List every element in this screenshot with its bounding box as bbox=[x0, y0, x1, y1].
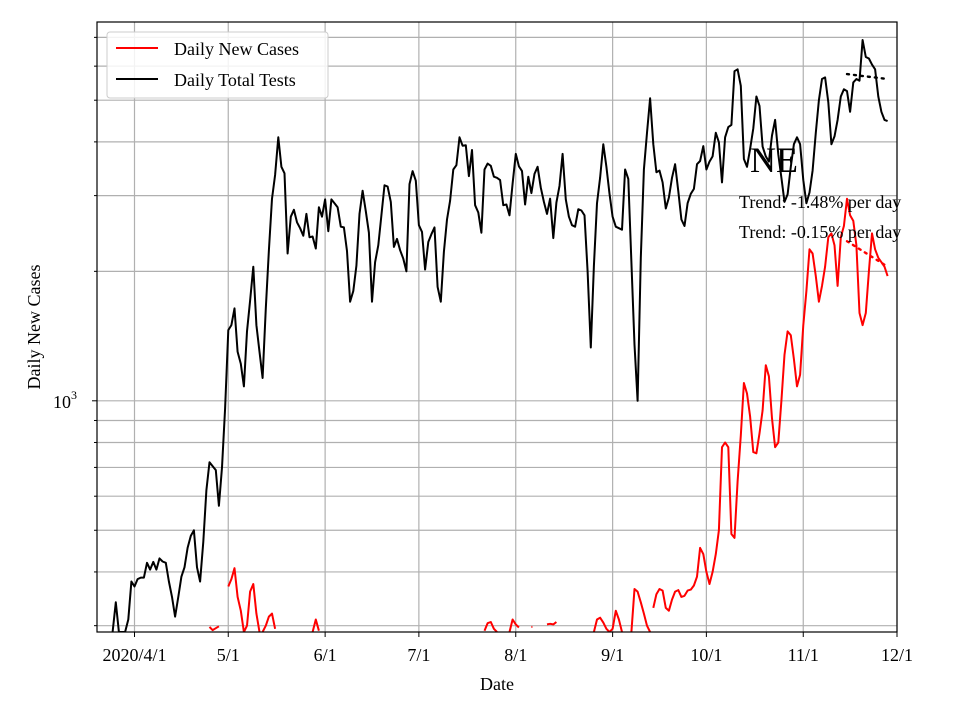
legend-box bbox=[106, 31, 329, 99]
x-tick-label: 6/1 bbox=[314, 645, 337, 665]
grid-lines bbox=[97, 22, 898, 632]
legend-label-tests: Daily Total Tests bbox=[174, 70, 296, 90]
series-line-cases bbox=[483, 621, 498, 632]
x-tick-label: 7/1 bbox=[407, 645, 430, 665]
series-line-cases bbox=[652, 197, 889, 612]
region-label: NE bbox=[750, 140, 798, 180]
plot-frame bbox=[96, 21, 898, 633]
y-tick-label-exponent: 3 bbox=[71, 388, 77, 402]
y-axis-ticks: 10 3 bbox=[53, 36, 97, 627]
series-line-tests bbox=[111, 39, 888, 632]
y-axis-label: Daily New Cases bbox=[24, 265, 44, 390]
series-line-cases bbox=[311, 618, 320, 632]
y-tick-label: 10 bbox=[53, 392, 71, 412]
series-line-cases bbox=[208, 625, 220, 632]
series-line-cases bbox=[630, 588, 651, 632]
series-line-cases bbox=[546, 621, 558, 626]
series-line-cases bbox=[227, 567, 261, 632]
x-tick-label: 11/1 bbox=[788, 645, 819, 665]
series-line-cases bbox=[592, 609, 623, 632]
series-layer bbox=[111, 39, 889, 632]
x-tick-label: 2020/4/1 bbox=[102, 645, 166, 665]
trend-line-tests bbox=[845, 72, 889, 81]
x-tick-label: 9/1 bbox=[601, 645, 624, 665]
x-tick-label: 12/1 bbox=[881, 645, 913, 665]
x-tick-label: 8/1 bbox=[504, 645, 527, 665]
x-axis-label: Date bbox=[480, 674, 514, 694]
trend-annotation-tests: Trend: -0.15% per day bbox=[739, 222, 901, 242]
trend-annotation-cases: Trend: -1.48% per day bbox=[739, 192, 901, 212]
series-line-cases bbox=[508, 618, 520, 632]
x-tick-label: 5/1 bbox=[217, 645, 240, 665]
series-line-cases bbox=[261, 612, 277, 632]
legend: Daily New Cases Daily Total Tests bbox=[106, 31, 329, 99]
trend-line-cases bbox=[845, 240, 889, 268]
x-axis-ticks: 2020/4/1 5/1 6/1 7/1 8/1 9/1 10/1 11/1 12/1 bbox=[102, 632, 913, 665]
x-tick-label: 10/1 bbox=[690, 645, 722, 665]
legend-label-cases: Daily New Cases bbox=[174, 39, 299, 59]
